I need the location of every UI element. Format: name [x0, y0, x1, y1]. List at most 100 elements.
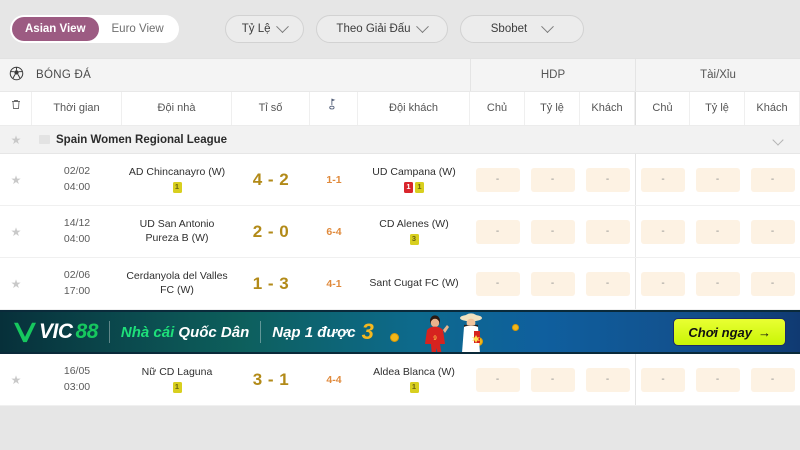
odds-cell[interactable]: - — [745, 154, 800, 205]
odds-value: - — [585, 219, 630, 244]
table-row[interactable]: ★ 16/05 03:00 Nữ CD Laguna 1 3 - 1 4-4 Aldea Bl… — [0, 354, 800, 406]
league-collapse-chevron-icon[interactable] — [772, 133, 784, 146]
odds-cell[interactable]: - — [690, 354, 745, 405]
favorite-star-icon[interactable]: ★ — [10, 372, 22, 387]
table-row[interactable]: ★ 02/02 04:00 AD Chincanayro (W) 1 4 - 2 1-1 UD… — [0, 154, 800, 206]
odds-cell[interactable]: - — [580, 258, 635, 309]
favorite-star-icon[interactable]: ★ — [10, 172, 22, 187]
odds-cell[interactable]: - — [580, 354, 635, 405]
promo-banner[interactable]: VIC 88 Nhà cái Quốc Dân Nạp 1 được 3 9 Chơi ng… — [0, 310, 800, 354]
banner-divider — [260, 321, 262, 343]
odds-cell[interactable]: - — [690, 206, 745, 257]
yellow-card-badge: 3 — [409, 233, 419, 245]
table-row[interactable]: ★ 02/06 17:00 Cerdanyola del Valles FC (W) 1… — [0, 258, 800, 310]
home-team-name: AD Chincanayro (W) — [128, 166, 226, 179]
banner-offer-number: 3 — [361, 319, 374, 344]
away-team[interactable]: Sant Cugat FC (W) — [358, 258, 470, 309]
filter-by-league-label: Theo Giải Đấu — [336, 23, 411, 35]
away-team[interactable]: Aldea Blanca (W) 1 — [358, 354, 470, 405]
view-mode-toggle[interactable]: Asian View Euro View — [10, 15, 179, 43]
odds-value: - — [750, 367, 795, 392]
corner-flag-icon — [329, 98, 336, 110]
favorite-star-icon[interactable]: ★ — [10, 276, 22, 291]
banner-cta-label: Chơi ngay — [688, 324, 752, 340]
chevron-down-icon — [275, 19, 289, 33]
col-header-home-team: Đội nhà — [122, 92, 232, 125]
card-badges: 1 — [172, 181, 182, 193]
sport-header: BÓNG ĐÁ — [0, 66, 470, 84]
odds-value: - — [641, 367, 685, 392]
odds-cell[interactable]: - — [470, 354, 525, 405]
odds-value: - — [585, 271, 630, 296]
away-team[interactable]: UD Campana (W) 1 1 — [358, 154, 470, 205]
col-header-score: Tỉ số — [232, 92, 310, 125]
banner-offer-text: Nạp 1 được — [272, 323, 356, 341]
v-logo-icon — [14, 322, 36, 343]
away-team-name: UD Campana (W) — [372, 166, 456, 179]
filter-bookmaker[interactable]: Sbobet — [459, 15, 584, 43]
away-team[interactable]: CD Alenes (W) 3 — [358, 206, 470, 257]
col-header-away-team: Đội khách — [358, 92, 470, 125]
ao-dai-woman-figure — [459, 313, 482, 352]
odds-cell[interactable]: - — [525, 354, 580, 405]
odds-cell[interactable]: - — [580, 206, 635, 257]
home-team[interactable]: UD San Antonio Pureza B (W) — [122, 206, 232, 257]
odds-cell[interactable]: - — [525, 206, 580, 257]
odds-cell[interactable]: - — [690, 154, 745, 205]
banner-brand-number: 88 — [75, 320, 99, 343]
odds-cell[interactable]: - — [745, 206, 800, 257]
odds-cell[interactable]: - — [470, 206, 525, 257]
match-time: 14/12 04:00 — [32, 206, 122, 257]
halftime-score: 4-4 — [326, 373, 342, 386]
match-date: 14/12 — [63, 217, 91, 230]
card-badges: 1 — [172, 381, 182, 393]
odds-cell[interactable]: - — [580, 154, 635, 205]
odds-cell[interactable]: - — [745, 354, 800, 405]
home-team[interactable]: AD Chincanayro (W) 1 — [122, 154, 232, 205]
red-card-badge: 1 — [404, 181, 413, 193]
football-player-figure: 9 — [424, 315, 449, 352]
odds-value: - — [695, 271, 740, 296]
tab-asian-view[interactable]: Asian View — [12, 17, 99, 41]
odds-value: - — [695, 167, 740, 192]
odds-cell[interactable]: - — [635, 154, 690, 205]
odds-cell[interactable]: - — [470, 154, 525, 205]
filter-odds-type[interactable]: Tỷ Lệ — [224, 15, 304, 43]
league-header-row[interactable]: ★ Spain Women Regional League — [0, 126, 800, 154]
filter-by-league[interactable]: Theo Giải Đấu — [315, 15, 448, 43]
odds-value: - — [475, 219, 520, 244]
home-team-name: Cerdanyola del Valles FC (W) — [126, 270, 228, 296]
odds-cell[interactable]: - — [635, 206, 690, 257]
col-header-hdp-away: Khách — [580, 92, 635, 125]
odds-value: - — [530, 367, 575, 392]
favorite-star-icon[interactable]: ★ — [10, 224, 22, 239]
odds-value: - — [695, 219, 740, 244]
odds-cell[interactable]: - — [635, 354, 690, 405]
favorite-league-star-icon[interactable]: ★ — [10, 132, 22, 147]
col-header-hdp-rate: Tỷ lệ — [525, 92, 580, 125]
match-time: 02/02 04:00 — [32, 154, 122, 205]
match-kickoff: 17:00 — [63, 284, 91, 297]
tab-euro-view[interactable]: Euro View — [111, 23, 164, 35]
odds-cell[interactable]: - — [745, 258, 800, 309]
table-row[interactable]: ★ 14/12 04:00 UD San Antonio Pureza B (W) 2 … — [0, 206, 800, 258]
filter-toolbar: Asian View Euro View Tỷ Lệ Theo Giải Đấu… — [0, 0, 800, 58]
odds-value: - — [585, 367, 630, 392]
odds-cell[interactable]: - — [635, 258, 690, 309]
home-team[interactable]: Cerdanyola del Valles FC (W) — [122, 258, 232, 309]
halftime-score: 6-4 — [326, 225, 342, 238]
table-group-header: BÓNG ĐÁ HDP Tài/Xỉu — [0, 58, 800, 92]
halftime-score: 4-1 — [326, 277, 342, 290]
page-background-filler — [0, 406, 800, 450]
odds-cell[interactable]: - — [470, 258, 525, 309]
odds-cell[interactable]: - — [525, 154, 580, 205]
odds-cell[interactable]: - — [525, 258, 580, 309]
yellow-card-badge: 1 — [172, 181, 182, 193]
banner-cta-button[interactable]: Chơi ngay → — [673, 318, 786, 346]
odds-value: - — [695, 367, 740, 392]
sport-label: BÓNG ĐÁ — [36, 69, 92, 81]
odds-cell[interactable]: - — [690, 258, 745, 309]
yellow-card-badge: 1 — [409, 381, 419, 393]
clear-all-button[interactable] — [0, 92, 32, 125]
home-team[interactable]: Nữ CD Laguna 1 — [122, 354, 232, 405]
